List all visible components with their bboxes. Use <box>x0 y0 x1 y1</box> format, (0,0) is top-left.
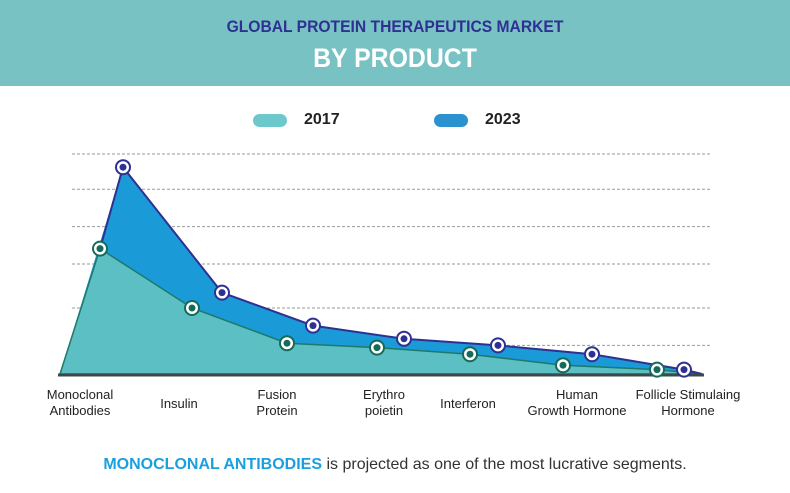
x-tick-label: Human Growth Hormone <box>528 387 627 419</box>
marker-2023-3-dot <box>400 335 408 343</box>
marker-2023-4-dot <box>494 341 502 349</box>
x-tick-label: Follicle Stimulaing Hormone <box>636 387 741 419</box>
x-tick-label: Fusion Protein <box>256 387 297 419</box>
legend-label-2017: 2017 <box>304 111 340 128</box>
x-tick-label-line: Growth Hormone <box>527 403 627 418</box>
marker-2017-4-dot <box>466 350 474 358</box>
legend-item-2017: 2017 <box>253 110 340 130</box>
marker-2017-1-dot <box>188 304 196 312</box>
x-tick-label-line: Human <box>556 387 598 402</box>
x-tick-label-line: Follicle Stimulaing <box>635 387 741 402</box>
marker-2023-5-dot <box>588 350 596 358</box>
x-tick-label-line: Antibodies <box>49 403 111 418</box>
x-tick-label-line: Monoclonal <box>46 387 114 402</box>
marker-2017-2-dot <box>283 339 291 347</box>
caption-highlight: MONOCLONAL ANTIBODIES <box>103 456 323 473</box>
header-banner: GLOBAL PROTEIN THERAPEUTICS MARKET BY PR… <box>0 0 790 86</box>
legend-swatch-2023 <box>434 113 468 127</box>
marker-2017-6-dot <box>653 366 661 374</box>
x-tick-label: Insulin <box>160 396 198 412</box>
marker-2017-0-dot <box>96 245 104 253</box>
x-tick-label-line: Fusion <box>257 387 297 402</box>
x-tick-label-line: Hormone <box>661 403 715 418</box>
caption: MONOCLONAL ANTIBODIES is projected as on… <box>0 456 790 474</box>
caption-text: is projected as one of the most lucrativ… <box>322 456 687 473</box>
x-tick-label-line: Erythro <box>363 387 405 402</box>
marker-2023-0-dot <box>119 163 127 171</box>
marker-2017-3-dot <box>373 344 381 352</box>
x-tick-label-line: Interferon <box>440 396 496 411</box>
chart-title: GLOBAL PROTEIN THERAPEUTICS MARKET <box>226 17 564 36</box>
x-tick-label-line: Protein <box>256 403 298 418</box>
x-tick-label-line: Insulin <box>160 396 198 411</box>
x-tick-label-line: poietin <box>364 403 404 418</box>
x-tick-label: Erythro poietin <box>363 387 405 419</box>
marker-2023-2-dot <box>309 322 317 330</box>
legend-swatch-2017 <box>253 113 287 127</box>
legend-item-2023: 2023 <box>434 110 521 130</box>
marker-2017-5-dot <box>559 361 567 369</box>
x-tick-label: Interferon <box>440 396 496 412</box>
chart-subtitle: BY PRODUCT <box>313 43 477 73</box>
marker-2023-6-dot <box>680 366 688 374</box>
marker-2023-1-dot <box>218 289 226 297</box>
legend-label-2023: 2023 <box>485 111 521 128</box>
x-tick-label: Monoclonal Antibodies <box>47 387 114 419</box>
